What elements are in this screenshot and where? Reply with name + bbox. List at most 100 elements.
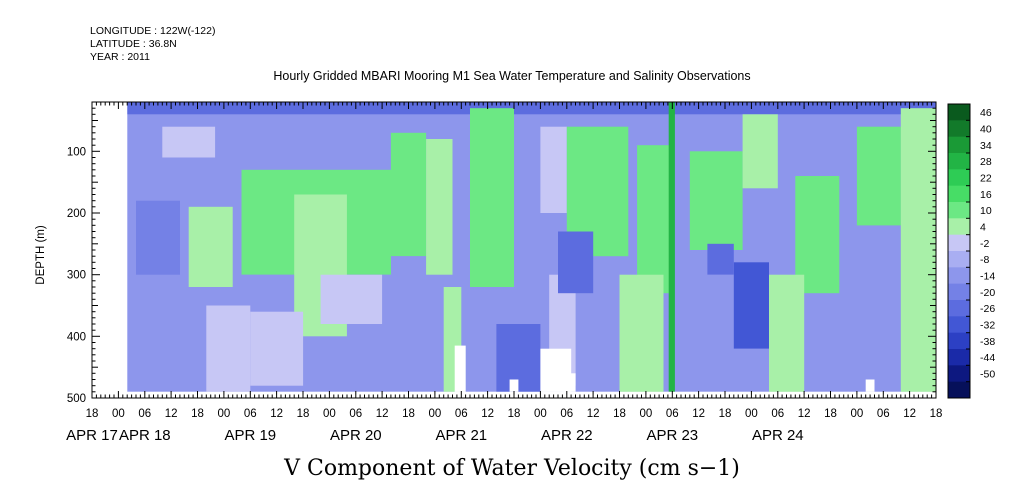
x-hour-label: 06: [771, 408, 784, 420]
x-hour-label: 18: [297, 408, 310, 420]
colorbar-label: 46: [980, 107, 992, 119]
x-hour-label: 12: [165, 408, 178, 420]
colorbar-band: [948, 332, 970, 350]
x-hour-label: 00: [745, 408, 758, 420]
heatmap-cell-11: [470, 108, 514, 287]
variable-title: V Component of Water Velocity (cm s−1): [283, 456, 740, 481]
missing-data-1: [509, 379, 519, 392]
x-hour-label: 06: [560, 408, 573, 420]
heatmap-cell-2: [162, 126, 216, 158]
x-hour-label: 12: [798, 408, 811, 420]
colorbar: 46 40 34 28 22 16 10 4 -2 -8 -14 -20 -26 -32 -38 -44 -50: [947, 103, 995, 399]
colorbar-band: [948, 218, 970, 236]
missing-data-4: [865, 379, 875, 392]
chart-title: Hourly Gridded MBARI Mooring M1 Sea Wate…: [273, 69, 750, 83]
x-day-label: APR 18: [119, 427, 171, 444]
colorbar-label: -50: [980, 369, 995, 381]
colorbar-band: [948, 185, 970, 203]
x-hour-label: 00: [534, 408, 547, 420]
heatmap-cell-10: [426, 139, 453, 275]
y-axis: 100 200 300 400 500: [67, 101, 936, 405]
x-day-label: APR 17: [66, 427, 118, 444]
colorbar-label: -2: [980, 238, 989, 250]
heatmap-cell-28: [558, 231, 594, 294]
colorbar-label: -14: [980, 271, 995, 283]
colorbar-band: [948, 104, 970, 121]
x-day-label: APR 23: [646, 427, 698, 444]
y-tick-label: 300: [67, 270, 86, 282]
x-day-label: APR 19: [224, 427, 276, 444]
longitude-label: LONGITUDE : 122W(-122): [90, 25, 215, 37]
x-hour-label: 18: [508, 408, 521, 420]
x-hour-label: 06: [666, 408, 679, 420]
colorbar-label: 4: [980, 222, 986, 234]
heatmap-cell-19: [742, 114, 778, 189]
x-hour-label: 12: [481, 408, 494, 420]
colorbar-label: 10: [980, 205, 992, 217]
colorbar-band: [948, 120, 970, 138]
before-data-gap: [92, 102, 128, 398]
x-axis: 18 00 06 12 18 00 06 12 18 00 06 12 18 00 06 12 18 00 06 12…: [66, 102, 942, 444]
x-hour-label: 18: [719, 408, 732, 420]
x-hour-label: 00: [851, 408, 864, 420]
x-hour-label: 06: [349, 408, 362, 420]
colorbar-band: [948, 365, 970, 383]
heatmap-cell-22: [900, 108, 936, 392]
x-hour-label: 18: [191, 408, 204, 420]
colorbar-band: [948, 202, 970, 219]
colorbar-label: 22: [980, 173, 992, 185]
colorbar-band: [948, 316, 970, 334]
colorbar-label: -38: [980, 336, 995, 348]
y-tick-label: 200: [67, 208, 86, 220]
colorbar-label: -20: [980, 287, 995, 299]
x-day-label: APR 22: [541, 427, 593, 444]
x-hour-label: 00: [640, 408, 653, 420]
colorbar-band: [948, 234, 970, 252]
heatmap-cell-9: [390, 132, 427, 257]
x-hour-label: 06: [877, 408, 890, 420]
x-hour-label: 18: [86, 408, 99, 420]
x-hour-label: 00: [218, 408, 231, 420]
x-hour-label: 00: [323, 408, 336, 420]
x-hour-label: 18: [613, 408, 626, 420]
colorbar-band: [948, 136, 970, 154]
colorbar-band: [948, 283, 970, 301]
y-tick-label: 400: [67, 331, 86, 343]
heatmap-cell-18: [689, 151, 743, 250]
x-hour-label: 12: [903, 408, 916, 420]
colorbar-label: 28: [980, 156, 992, 168]
x-day-label: APR 24: [752, 427, 804, 444]
colorbar-band: [948, 267, 970, 285]
heatmap-cell-29: [136, 200, 180, 275]
x-hour-label: 00: [429, 408, 442, 420]
colorbar-band: [948, 349, 970, 366]
colorbar-band: [948, 300, 970, 317]
colorbar-band: [948, 251, 970, 268]
colorbar-band: [948, 381, 970, 399]
heatmap-cell-24: [769, 274, 805, 392]
colorbar-band: [948, 153, 970, 170]
colorbar-label: -26: [980, 303, 995, 315]
year-label: YEAR : 2011: [90, 51, 150, 63]
heatmap-cell-4: [206, 305, 251, 392]
missing-data-0: [454, 345, 466, 392]
heatmap-cell-27: [707, 243, 734, 275]
colorbar-label: -44: [980, 352, 995, 364]
heatmap-cell-7: [320, 274, 383, 324]
x-hour-label: 06: [138, 408, 151, 420]
colorbar-label: 16: [980, 189, 992, 201]
heatmap-cell-16: [637, 145, 673, 294]
x-hour-label: 12: [692, 408, 705, 420]
heatmap-cell-17: [668, 102, 675, 392]
x-hour-label: 12: [376, 408, 389, 420]
heatmap-cell-21: [856, 126, 901, 226]
colorbar-label: -8: [980, 254, 989, 266]
x-hour-label: 06: [244, 408, 257, 420]
heatmap-cell-13: [540, 126, 567, 213]
colorbar-band: [948, 169, 970, 187]
heatmap-cell-20: [795, 176, 840, 294]
colorbar-label: 34: [980, 140, 992, 152]
x-hour-label: 18: [824, 408, 837, 420]
heatmap-cell-26: [733, 262, 769, 349]
